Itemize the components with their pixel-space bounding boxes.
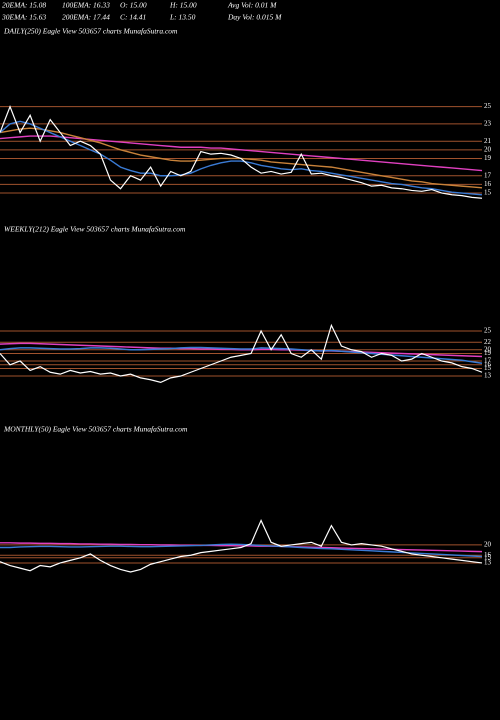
y-tick-label: 16	[484, 360, 492, 368]
price-line	[0, 543, 483, 558]
y-tick-label: 20	[484, 145, 492, 153]
header-stat: C: 14.41	[120, 13, 146, 22]
y-tick-label: 13	[484, 559, 492, 567]
price-line	[0, 346, 483, 364]
header-stat: 30EMA: 15.63	[1, 13, 46, 22]
y-tick-label: 17	[484, 171, 492, 179]
y-tick-label: 13	[484, 372, 492, 380]
price-line	[0, 518, 483, 573]
y-tick-label: 16	[484, 180, 492, 188]
y-tick-label: 16	[484, 551, 492, 559]
y-tick-label: 15	[484, 364, 492, 372]
price-line	[0, 342, 483, 358]
y-tick-label: 25	[484, 327, 492, 335]
panel-title: WEEKLY(212) Eagle View 503657 charts Mun…	[4, 225, 186, 234]
panel-title: MONTHLY(50) Eagle View 503657 charts Mun…	[3, 425, 188, 434]
header-stat: 200EMA: 17.44	[62, 13, 110, 22]
header-stat: O: 15.00	[120, 1, 147, 10]
header-stat: Avg Vol: 0.01 M	[227, 1, 277, 10]
header-stat: H: 15.00	[169, 1, 197, 10]
y-tick-label: 19	[484, 154, 492, 162]
y-tick-label: 15	[484, 189, 492, 197]
y-tick-label: 21	[484, 137, 492, 145]
y-tick-label: 19	[484, 349, 492, 357]
price-line	[0, 542, 483, 553]
y-tick-label: 23	[484, 120, 492, 128]
header-stat: 20EMA: 15.08	[2, 1, 46, 10]
y-tick-label: 20	[484, 345, 492, 353]
header-stat: L: 13.50	[169, 13, 196, 22]
y-tick-label: 22	[484, 338, 492, 346]
header-stat: 100EMA: 16.33	[62, 1, 110, 10]
y-tick-label: 17	[484, 357, 492, 365]
y-tick-label: 15	[484, 553, 492, 561]
price-line	[0, 104, 483, 199]
y-tick-label: 20	[484, 541, 492, 549]
panel-title: DAILY(250) Eagle View 503657 charts Muna…	[3, 27, 178, 36]
price-line	[0, 323, 483, 384]
price-line	[0, 120, 483, 196]
price-line	[0, 135, 483, 172]
y-tick-label: 25	[484, 102, 492, 110]
header-stat: Day Vol: 0.015 M	[227, 13, 282, 22]
